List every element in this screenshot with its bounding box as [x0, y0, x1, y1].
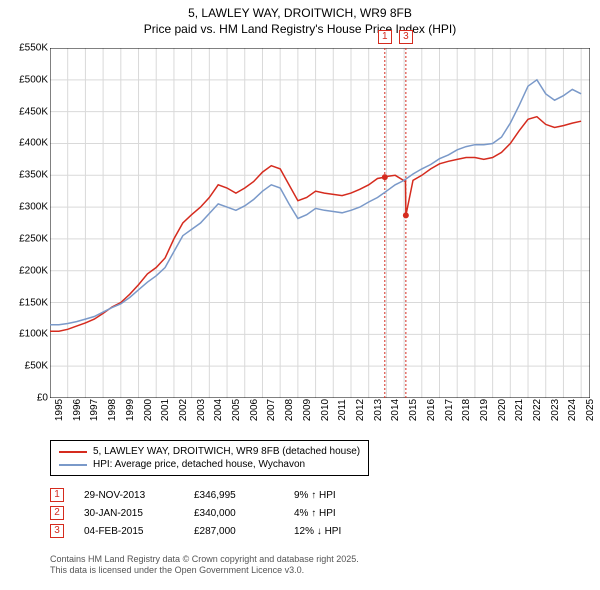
y-tick-label: £450K: [2, 106, 48, 117]
x-tick-label: 1997: [89, 399, 100, 421]
x-tick-label: 2024: [567, 399, 578, 421]
legend-swatch-price-paid: [59, 451, 87, 453]
legend-item-hpi: HPI: Average price, detached house, Wych…: [59, 458, 360, 471]
attribution-line-2: This data is licensed under the Open Gov…: [50, 565, 359, 576]
sales-date-1: 29-NOV-2013: [84, 490, 174, 501]
chart-container: 5, LAWLEY WAY, DROITWICH, WR9 8FB Price …: [0, 0, 600, 590]
x-tick-label: 2012: [355, 399, 366, 421]
legend-swatch-hpi: [59, 464, 87, 466]
sales-change-1: 9% ↑ HPI: [294, 490, 374, 501]
x-tick-label: 2019: [479, 399, 490, 421]
x-tick-label: 2020: [497, 399, 508, 421]
sales-marker-3: 3: [50, 524, 64, 538]
y-tick-label: £150K: [2, 297, 48, 308]
chart-title-block: 5, LAWLEY WAY, DROITWICH, WR9 8FB Price …: [0, 0, 600, 39]
chart-plot-area: [50, 48, 590, 398]
sales-row-1: 1 29-NOV-2013 £346,995 9% ↑ HPI: [50, 486, 374, 504]
sales-table: 1 29-NOV-2013 £346,995 9% ↑ HPI 2 30-JAN…: [50, 486, 374, 540]
sales-change-3: 12% ↓ HPI: [294, 526, 374, 537]
y-tick-label: £550K: [2, 43, 48, 54]
x-tick-label: 2001: [160, 399, 171, 421]
x-tick-label: 1995: [54, 399, 65, 421]
y-tick-label: £300K: [2, 202, 48, 213]
x-tick-label: 1996: [72, 399, 83, 421]
chart-marker-1: 1: [378, 30, 392, 44]
x-tick-label: 2023: [550, 399, 561, 421]
x-tick-label: 2018: [461, 399, 472, 421]
x-tick-label: 2015: [408, 399, 419, 421]
x-tick-label: 2013: [373, 399, 384, 421]
sales-row-3: 3 04-FEB-2015 £287,000 12% ↓ HPI: [50, 522, 374, 540]
legend-item-price-paid: 5, LAWLEY WAY, DROITWICH, WR9 8FB (detac…: [59, 445, 360, 458]
x-tick-label: 1998: [107, 399, 118, 421]
x-tick-label: 2006: [249, 399, 260, 421]
sales-row-2: 2 30-JAN-2015 £340,000 4% ↑ HPI: [50, 504, 374, 522]
x-tick-label: 2009: [302, 399, 313, 421]
title-line-1: 5, LAWLEY WAY, DROITWICH, WR9 8FB: [0, 6, 600, 22]
sales-price-2: £340,000: [194, 508, 274, 519]
sales-date-2: 30-JAN-2015: [84, 508, 174, 519]
y-tick-label: £200K: [2, 265, 48, 276]
y-tick-label: £500K: [2, 74, 48, 85]
sales-marker-2: 2: [50, 506, 64, 520]
x-tick-label: 2007: [266, 399, 277, 421]
x-tick-label: 2000: [143, 399, 154, 421]
x-tick-label: 2002: [178, 399, 189, 421]
x-tick-label: 2014: [390, 399, 401, 421]
legend-label-hpi: HPI: Average price, detached house, Wych…: [93, 459, 305, 470]
x-tick-label: 2005: [231, 399, 242, 421]
sales-date-3: 04-FEB-2015: [84, 526, 174, 537]
x-tick-label: 2008: [284, 399, 295, 421]
legend: 5, LAWLEY WAY, DROITWICH, WR9 8FB (detac…: [50, 440, 369, 476]
x-tick-label: 2011: [337, 399, 348, 421]
x-tick-label: 2004: [213, 399, 224, 421]
y-tick-label: £250K: [2, 233, 48, 244]
x-tick-label: 2003: [196, 399, 207, 421]
x-tick-label: 2021: [514, 399, 525, 421]
sales-change-2: 4% ↑ HPI: [294, 508, 374, 519]
attribution: Contains HM Land Registry data © Crown c…: [50, 554, 359, 577]
y-tick-label: £50K: [2, 361, 48, 372]
sales-price-3: £287,000: [194, 526, 274, 537]
sales-price-1: £346,995: [194, 490, 274, 501]
y-tick-label: £400K: [2, 138, 48, 149]
x-tick-label: 2016: [426, 399, 437, 421]
x-tick-label: 2025: [585, 399, 596, 421]
x-tick-label: 2010: [320, 399, 331, 421]
title-line-2: Price paid vs. HM Land Registry's House …: [0, 22, 600, 38]
attribution-line-1: Contains HM Land Registry data © Crown c…: [50, 554, 359, 565]
sales-marker-1: 1: [50, 488, 64, 502]
y-tick-label: £100K: [2, 329, 48, 340]
y-tick-label: £350K: [2, 170, 48, 181]
x-tick-label: 2017: [444, 399, 455, 421]
legend-label-price-paid: 5, LAWLEY WAY, DROITWICH, WR9 8FB (detac…: [93, 446, 360, 457]
x-tick-label: 1999: [125, 399, 136, 421]
x-tick-label: 2022: [532, 399, 543, 421]
y-tick-label: £0: [2, 393, 48, 404]
chart-marker-3: 3: [399, 30, 413, 44]
